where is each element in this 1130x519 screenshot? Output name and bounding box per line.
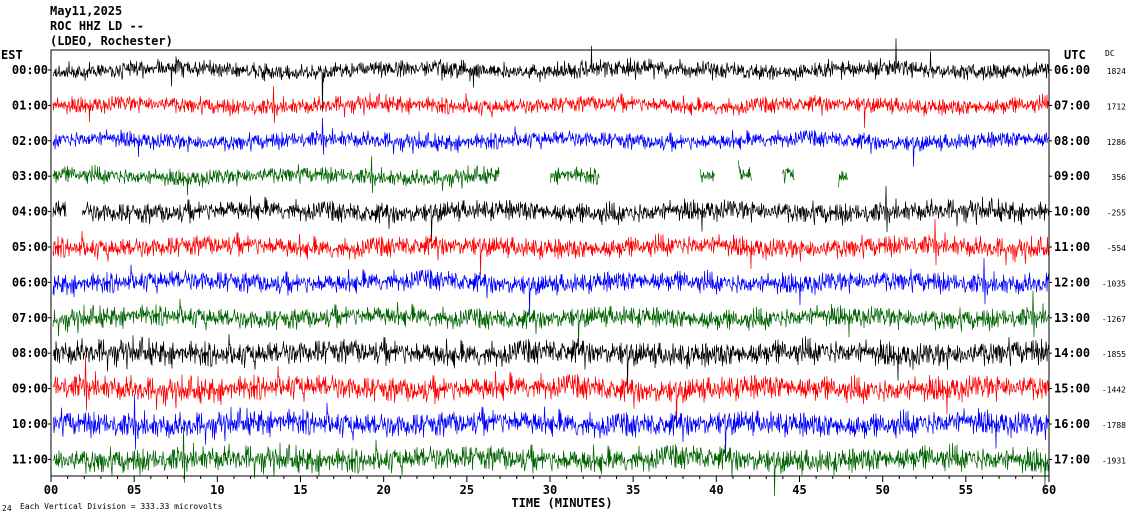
trace-0300-seg-1 xyxy=(550,166,600,186)
x-tick-label-10: 10 xyxy=(210,483,224,497)
trace-group xyxy=(52,38,1050,497)
dc-value-2: 1286 xyxy=(1107,138,1126,147)
est-label-0600: 06:00 xyxy=(12,275,48,289)
est-label-0000: 00:00 xyxy=(12,63,48,77)
trace-0100 xyxy=(52,86,1050,128)
dc-column-title: DC xyxy=(1105,49,1115,58)
dc-value-8: -1855 xyxy=(1102,350,1126,359)
x-tick-label-35: 35 xyxy=(626,483,640,497)
trace-0300-seg-0 xyxy=(52,156,500,196)
est-label-0200: 02:00 xyxy=(12,134,48,148)
dc-value-9: -1442 xyxy=(1102,386,1126,395)
dc-value-7: -1267 xyxy=(1102,315,1126,324)
trace-0500 xyxy=(52,218,1050,276)
dc-value-10: -1788 xyxy=(1102,421,1126,430)
trace-0300-seg-5 xyxy=(838,170,848,188)
x-tick-label-00: 00 xyxy=(44,483,58,497)
station-location: (LDEO, Rochester) xyxy=(50,34,173,48)
x-axis-title: TIME (MINUTES) xyxy=(511,496,612,510)
est-label-0800: 08:00 xyxy=(12,346,48,360)
trace-0900 xyxy=(52,355,1050,427)
est-axis-title: EST xyxy=(1,48,23,62)
x-tick-label-30: 30 xyxy=(543,483,557,497)
utc-label-1600: 16:00 xyxy=(1054,417,1090,431)
dc-value-5: -554 xyxy=(1107,244,1126,253)
trace-0300-seg-4 xyxy=(782,167,795,184)
utc-label-1000: 10:00 xyxy=(1054,205,1090,219)
corner-mark: 24 xyxy=(2,504,12,513)
trace-1000 xyxy=(52,394,1050,458)
trace-0400-seg-1 xyxy=(81,185,1050,242)
utc-label-1300: 13:00 xyxy=(1054,311,1090,325)
est-label-0100: 01:00 xyxy=(12,98,48,112)
x-tick-label-60: 60 xyxy=(1042,483,1056,497)
vertical-division-note: Each Vertical Division = 333.33 microvol… xyxy=(20,502,222,511)
utc-label-1200: 12:00 xyxy=(1054,275,1090,289)
x-tick-label-15: 15 xyxy=(293,483,307,497)
est-label-0500: 05:00 xyxy=(12,240,48,254)
trace-0000 xyxy=(52,38,1050,112)
utc-label-1500: 15:00 xyxy=(1054,382,1090,396)
station-code: ROC HHZ LD -- xyxy=(50,19,144,33)
est-label-0400: 04:00 xyxy=(12,205,48,219)
x-tick-label-20: 20 xyxy=(376,483,390,497)
trace-0200 xyxy=(52,117,1050,167)
utc-label-1400: 14:00 xyxy=(1054,346,1090,360)
utc-label-1700: 17:00 xyxy=(1054,452,1090,466)
dc-value-0: 1824 xyxy=(1107,67,1126,76)
utc-label-0600: 06:00 xyxy=(1054,63,1090,77)
x-tick-label-50: 50 xyxy=(875,483,889,497)
trace-1100 xyxy=(52,427,1050,497)
dc-value-3: 356 xyxy=(1112,173,1127,182)
dc-value-6: -1035 xyxy=(1102,279,1126,288)
est-label-0900: 09:00 xyxy=(12,382,48,396)
utc-label-0800: 08:00 xyxy=(1054,134,1090,148)
x-tick-label-45: 45 xyxy=(792,483,806,497)
utc-label-0700: 07:00 xyxy=(1054,98,1090,112)
x-tick-label-05: 05 xyxy=(127,483,141,497)
dc-value-11: -1931 xyxy=(1102,456,1126,465)
est-label-1000: 10:00 xyxy=(12,417,48,431)
plot-frame xyxy=(50,49,1050,477)
dc-value-4: -255 xyxy=(1107,209,1126,218)
x-tick-label-25: 25 xyxy=(460,483,474,497)
dc-value-1: 1712 xyxy=(1107,102,1126,111)
x-tick-label-55: 55 xyxy=(959,483,973,497)
trace-0800 xyxy=(52,334,1050,389)
est-label-0700: 07:00 xyxy=(12,311,48,325)
trace-0600 xyxy=(52,257,1050,315)
est-label-1100: 11:00 xyxy=(12,452,48,466)
x-tick-label-40: 40 xyxy=(709,483,723,497)
utc-label-0900: 09:00 xyxy=(1054,169,1090,183)
utc-axis-title: UTC xyxy=(1064,48,1086,62)
plot-date: May11,2025 xyxy=(50,4,123,18)
est-label-0300: 03:00 xyxy=(12,169,48,183)
trace-0700 xyxy=(52,290,1050,347)
trace-0300-seg-2 xyxy=(700,169,715,183)
utc-label-1100: 11:00 xyxy=(1054,240,1090,254)
trace-0300-seg-3 xyxy=(738,160,752,181)
trace-0400-seg-0 xyxy=(52,200,67,217)
